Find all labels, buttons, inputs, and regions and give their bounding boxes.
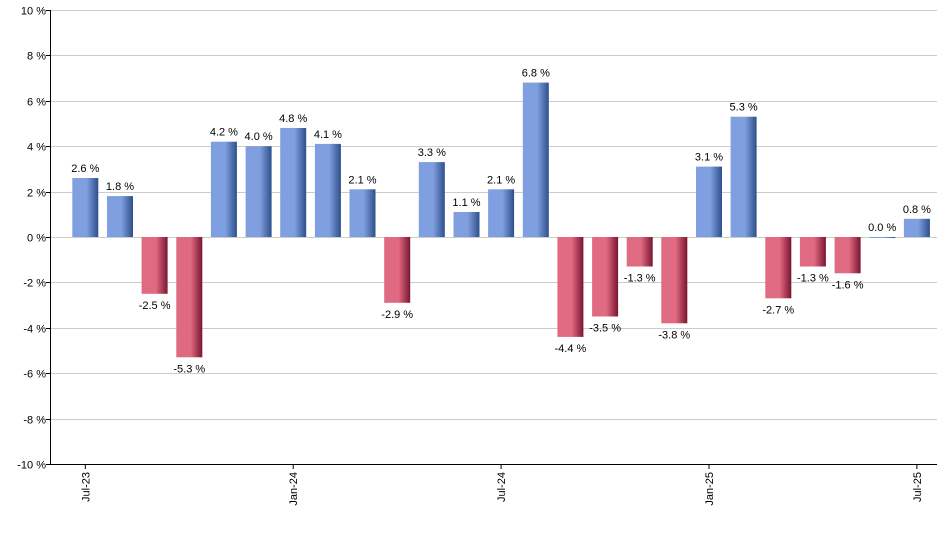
data-label: -1.3 % [624,273,656,285]
y-tick-label: 10 % [21,6,46,18]
y-axis-ticks: 10 % 8 % 6 % 4 % 2 % 0 % -2 % -4 % -6 % -8 % -10 % [17,6,50,472]
axes [50,10,937,465]
x-tick-label: Jul-25 [912,472,924,502]
data-label: 3.3 % [418,147,446,159]
data-labels: 2.6 % 1.8 % -2.5 % -5.3 % 4.2 % 4.0 % 4.8 % 4.1… [71,68,931,376]
bar [314,143,341,237]
y-tick-label: -8 % [23,415,46,427]
y-tick-label: 8 % [27,51,46,63]
bar [903,218,930,237]
data-label: 0.0 % [868,222,896,234]
x-tick-label: Jan-24 [288,472,300,506]
bar [280,128,307,237]
bar [72,178,99,237]
bar [799,237,826,267]
x-tick-label: Jul-23 [80,472,92,502]
data-label: 1.8 % [106,181,134,193]
y-tick-label: -10 % [17,460,46,472]
bar [730,116,757,237]
data-label: 2.1 % [487,174,515,186]
data-label: -1.3 % [797,273,829,285]
data-label: 5.3 % [730,102,758,114]
bar [245,146,272,237]
data-label: -2.5 % [139,300,171,312]
bar [210,141,237,237]
bar [384,237,411,303]
bar [176,237,203,358]
bar [626,237,653,267]
bar [661,237,688,324]
bar [418,162,445,237]
y-tick-label: 4 % [27,142,46,154]
bar [592,237,619,317]
data-label: -3.8 % [658,329,690,341]
data-label: -1.6 % [832,279,864,291]
y-tick-label: -2 % [23,278,46,290]
bars [72,82,930,358]
data-label: 4.2 % [210,127,238,139]
bar [522,82,549,237]
bar [349,189,376,237]
bar [141,237,168,294]
data-label: -3.5 % [589,323,621,335]
data-label: -4.4 % [555,343,587,355]
data-label: 2.6 % [71,163,99,175]
data-label: 1.1 % [452,197,480,209]
data-label: -2.7 % [762,304,794,316]
x-tick-label: Jul-24 [496,472,508,502]
data-label: 4.0 % [245,131,273,143]
data-label: -5.3 % [173,363,205,375]
bar [869,237,896,238]
data-label: 6.8 % [522,68,550,80]
data-label: 4.8 % [279,113,307,125]
y-tick-label: 0 % [27,233,46,245]
bar [696,166,722,237]
bar [453,212,480,237]
data-label: -2.9 % [381,309,413,321]
data-label: 3.1 % [695,152,723,164]
y-tick-label: -6 % [23,369,46,381]
bar [488,189,515,237]
data-label: 4.1 % [314,129,342,141]
x-tick-label: Jan-25 [704,472,716,506]
data-label: 2.1 % [348,174,376,186]
x-axis-ticks: Jul-23 Jan-24 Jul-24 Jan-25 Jul-25 [80,464,924,506]
bar [765,237,792,299]
data-label: 0.8 % [903,204,931,216]
bar [557,237,584,337]
y-tick-label: -4 % [23,324,46,336]
y-tick-label: 2 % [27,188,46,200]
bar [107,196,133,237]
y-tick-label: 6 % [27,97,46,109]
bar [834,237,861,274]
